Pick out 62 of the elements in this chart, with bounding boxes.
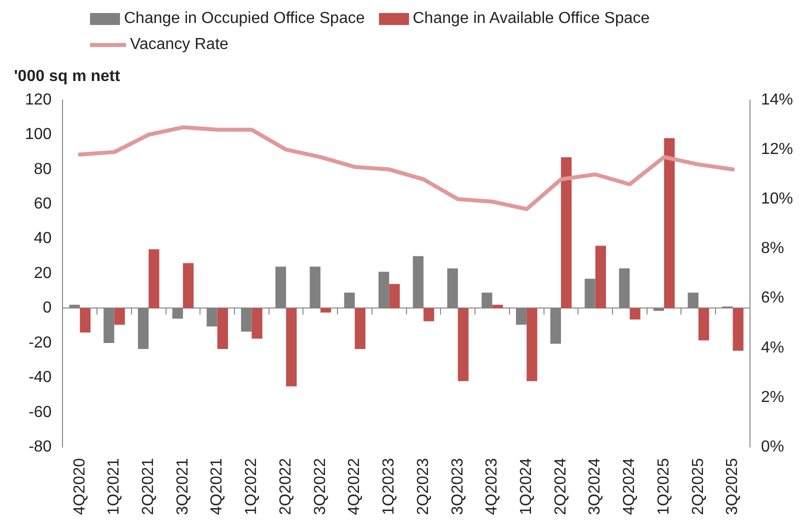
y2-tick-label: 0% — [760, 438, 784, 456]
bar — [114, 308, 125, 325]
x-tick-label: 3Q2024 — [586, 458, 604, 515]
x-tick-label: 4Q2023 — [484, 458, 501, 515]
bar — [252, 308, 262, 339]
x-tick-label: 1Q2021 — [106, 458, 123, 515]
y-tick-label: -60 — [28, 404, 52, 421]
y2-tick-label: 14% — [760, 91, 794, 108]
x-tick-label: 3Q2025 — [724, 458, 742, 515]
bar — [320, 308, 332, 313]
bar — [732, 308, 744, 351]
x-tick-label: 2Q2023 — [414, 458, 432, 515]
x-tick-label: 2Q2022 — [277, 458, 294, 515]
y-tick-label: 0 — [42, 300, 52, 317]
y-tick-label: 100 — [24, 126, 52, 144]
legend-label: Change in Available Office Space — [412, 10, 650, 28]
y-tick-label: 80 — [34, 160, 52, 178]
bar — [595, 246, 606, 308]
legend-label: Vacancy Rate — [130, 36, 228, 54]
x-tick-label: 3Q2022 — [312, 458, 329, 515]
x-tick-label: 4Q2022 — [346, 458, 364, 515]
bar — [560, 157, 572, 308]
bar — [80, 308, 91, 333]
bar — [148, 249, 160, 308]
bar — [424, 308, 434, 322]
bar — [526, 308, 538, 382]
y-tick-label: 60 — [34, 196, 52, 213]
x-tick-label: 4Q2024 — [621, 458, 638, 515]
y2-tick-label: 10% — [760, 190, 794, 208]
y-tick-label: -20 — [28, 334, 52, 352]
x-tick-label: 2Q2024 — [552, 458, 570, 515]
bar — [354, 308, 366, 350]
x-tick-label: 4Q2020 — [71, 458, 88, 515]
bar — [664, 138, 675, 308]
y-tick-label: -80 — [28, 438, 52, 456]
x-tick-label: 3Q2021 — [174, 458, 192, 515]
x-tick-label: 1Q2025 — [655, 458, 672, 515]
bar — [182, 263, 194, 308]
x-tick-label: 1Q2024 — [518, 458, 536, 515]
y-tick-label: 120 — [24, 91, 52, 108]
y2-tick-label: 8% — [760, 240, 784, 258]
bar — [286, 308, 297, 386]
y-tick-label: 40 — [34, 230, 52, 248]
legend-label: Change in Occupied Office Space — [124, 10, 365, 28]
y-axis-title: '000 sq m nett — [14, 68, 120, 86]
y-tick-label: -40 — [28, 369, 52, 386]
bar — [217, 308, 228, 350]
y-tick-label: 20 — [34, 264, 52, 282]
bar — [458, 308, 469, 382]
y2-tick-label: 12% — [760, 140, 794, 158]
y2-tick-label: 2% — [760, 388, 784, 406]
x-tick-label: 4Q2021 — [208, 458, 226, 515]
bar — [698, 308, 710, 340]
x-tick-label: 1Q2023 — [380, 458, 398, 515]
x-tick-label: 1Q2022 — [243, 458, 260, 515]
x-tick-label: 2Q2025 — [690, 458, 707, 515]
y2-tick-label: 4% — [760, 339, 784, 356]
x-tick-label: 2Q2021 — [140, 458, 158, 515]
x-tick-label: 3Q2023 — [449, 458, 466, 515]
bar — [630, 308, 640, 320]
bar — [389, 284, 400, 308]
y2-tick-label: 6% — [760, 290, 784, 307]
